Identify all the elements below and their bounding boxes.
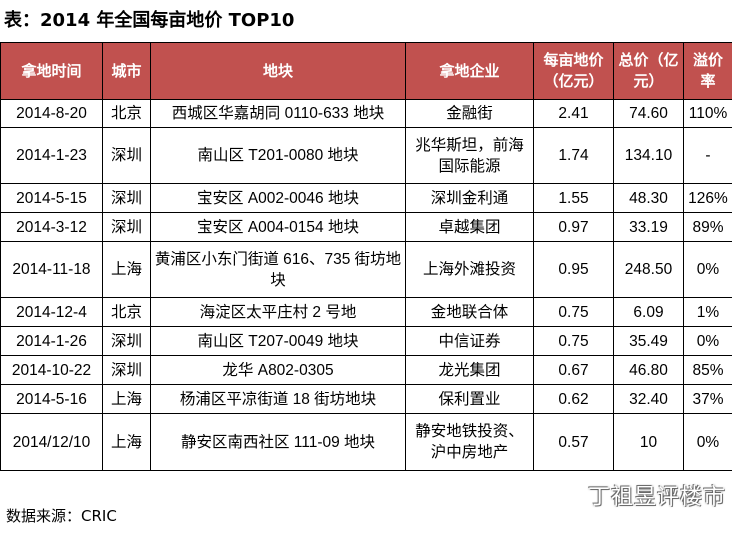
header-city: 城市 [102,42,151,100]
header-price-per-mu: 每亩地价（亿元） [533,42,614,100]
cell-total: 48.30 [613,183,684,213]
cell-city: 上海 [102,413,151,471]
cell-premium: 126% [683,183,732,213]
table-body: 2014-8-20 北京 西城区华嘉胡同 0110-633 地块 金融街 2.41 74.… [0,99,732,471]
table-row: 2014/12/10 上海 静安区南西社区 111-09 地块 静安地铁投资、沪中房地… [0,413,732,471]
cell-company: 金融街 [405,99,534,128]
cell-price-per-mu: 0.67 [533,355,614,385]
cell-company: 兆华斯坦，前海国际能源 [405,127,534,184]
cell-total: 10 [613,413,684,471]
cell-plot: 静安区南西社区 111-09 地块 [150,413,406,471]
table-row: 2014-3-12 深圳 宝安区 A004-0154 地块 卓越集团 0.97 33.19… [0,212,732,242]
cell-company: 卓越集团 [405,212,534,242]
table-row: 2014-1-26 深圳 南山区 T207-0049 地块 中信证券 0.75 35.49… [0,326,732,356]
cell-company: 静安地铁投资、沪中房地产 [405,413,534,471]
header-row: 拿地时间 城市 地块 拿地企业 每亩地价（亿元） 总价（亿元） 溢价率 [0,42,732,100]
table-row: 2014-10-22 深圳 龙华 A802-0305 龙光集团 0.67 46.80 85% [0,355,732,385]
header-date: 拿地时间 [0,42,103,100]
cell-price-per-mu: 0.95 [533,241,614,298]
cell-total: 134.10 [613,127,684,184]
cell-date: 2014-3-12 [0,212,103,242]
table-row: 2014-8-20 北京 西城区华嘉胡同 0110-633 地块 金融街 2.41 74.… [0,99,732,128]
cell-premium: - [683,127,732,184]
cell-company: 保利置业 [405,384,534,414]
cell-date: 2014/12/10 [0,413,103,471]
land-price-table: 拿地时间 城市 地块 拿地企业 每亩地价（亿元） 总价（亿元） 溢价率 2014… [0,42,732,471]
cell-company: 中信证券 [405,326,534,356]
cell-total: 6.09 [613,297,684,327]
cell-total: 32.40 [613,384,684,414]
cell-plot: 南山区 T207-0049 地块 [150,326,406,356]
cell-company: 龙光集团 [405,355,534,385]
table-row: 2014-5-15 深圳 宝安区 A002-0046 地块 深圳金利通 1.55 48.3… [0,183,732,213]
cell-total: 35.49 [613,326,684,356]
table-row: 2014-1-23 深圳 南山区 T201-0080 地块 兆华斯坦，前海国际能源 1.… [0,127,732,184]
cell-plot: 海淀区太平庄村 2 号地 [150,297,406,327]
header-plot: 地块 [150,42,406,100]
cell-date: 2014-1-23 [0,127,103,184]
cell-city: 深圳 [102,212,151,242]
table-row: 2014-11-18 上海 黄浦区小东门街道 616、735 街坊地块 上海外滩投资 0… [0,241,732,298]
cell-plot: 南山区 T201-0080 地块 [150,127,406,184]
table-title: 表：2014 年全国每亩地价 TOP10 [4,10,295,31]
cell-date: 2014-11-18 [0,241,103,298]
cell-premium: 0% [683,413,732,471]
cell-total: 248.50 [613,241,684,298]
cell-plot: 宝安区 A004-0154 地块 [150,212,406,242]
cell-city: 深圳 [102,355,151,385]
cell-city: 北京 [102,297,151,327]
header-premium: 溢价率 [683,42,732,100]
watermark: 丁祖昱评楼市 [587,485,726,510]
cell-total: 74.60 [613,99,684,128]
cell-premium: 89% [683,212,732,242]
header-company: 拿地企业 [405,42,534,100]
cell-plot: 龙华 A802-0305 [150,355,406,385]
cell-premium: 0% [683,241,732,298]
cell-date: 2014-10-22 [0,355,103,385]
cell-plot: 宝安区 A002-0046 地块 [150,183,406,213]
cell-date: 2014-1-26 [0,326,103,356]
cell-premium: 37% [683,384,732,414]
header-total: 总价（亿元） [613,42,684,100]
cell-plot: 杨浦区平凉街道 18 街坊地块 [150,384,406,414]
cell-plot: 黄浦区小东门街道 616、735 街坊地块 [150,241,406,298]
cell-city: 深圳 [102,183,151,213]
cell-total: 46.80 [613,355,684,385]
cell-premium: 85% [683,355,732,385]
cell-city: 北京 [102,99,151,128]
cell-price-per-mu: 0.97 [533,212,614,242]
cell-company: 金地联合体 [405,297,534,327]
cell-total: 33.19 [613,212,684,242]
cell-price-per-mu: 0.75 [533,297,614,327]
cell-city: 深圳 [102,127,151,184]
cell-premium: 0% [683,326,732,356]
cell-price-per-mu: 1.74 [533,127,614,184]
cell-price-per-mu: 2.41 [533,99,614,128]
cell-city: 深圳 [102,326,151,356]
table-row: 2014-12-4 北京 海淀区太平庄村 2 号地 金地联合体 0.75 6.09 1% [0,297,732,327]
cell-price-per-mu: 0.75 [533,326,614,356]
cell-date: 2014-12-4 [0,297,103,327]
cell-price-per-mu: 0.57 [533,413,614,471]
cell-company: 上海外滩投资 [405,241,534,298]
cell-price-per-mu: 1.55 [533,183,614,213]
cell-city: 上海 [102,241,151,298]
table-row: 2014-5-16 上海 杨浦区平凉街道 18 街坊地块 保利置业 0.62 32.40 3… [0,384,732,414]
cell-date: 2014-8-20 [0,99,103,128]
cell-city: 上海 [102,384,151,414]
cell-plot: 西城区华嘉胡同 0110-633 地块 [150,99,406,128]
cell-date: 2014-5-15 [0,183,103,213]
data-source-note: 数据来源：CRIC [6,507,117,525]
cell-premium: 110% [683,99,732,128]
cell-premium: 1% [683,297,732,327]
cell-date: 2014-5-16 [0,384,103,414]
cell-price-per-mu: 0.62 [533,384,614,414]
cell-company: 深圳金利通 [405,183,534,213]
